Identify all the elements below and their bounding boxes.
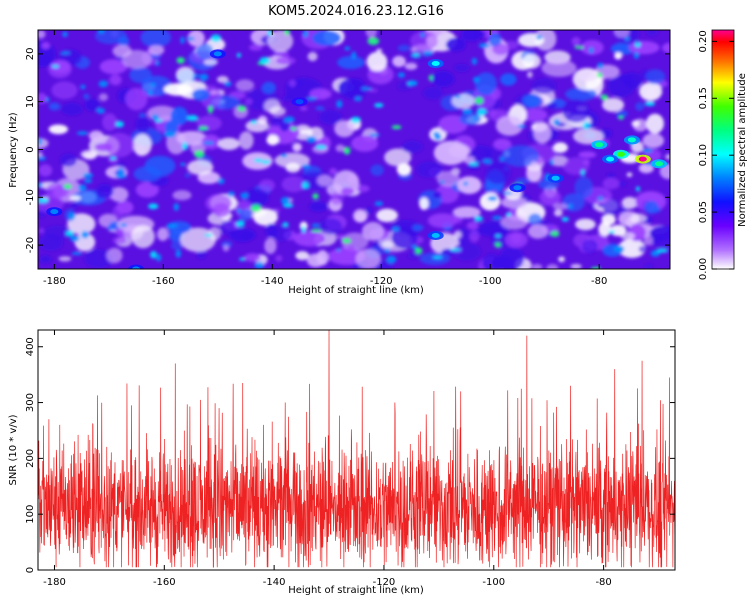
heatmap-hotspot-11	[295, 99, 304, 105]
snr-x-tick-label-2: -140	[263, 577, 286, 588]
heatmap-x-tick-label-4: -100	[479, 276, 502, 287]
snr-x-tick-label-5: -80	[595, 577, 611, 588]
heatmap-x-tick-label-2: -140	[261, 276, 284, 287]
heatmap-x-tick-label-0: -180	[43, 276, 66, 287]
snr-x-tick-label-4: -100	[482, 577, 505, 588]
heatmap-y-tick-label-3: 10	[25, 95, 36, 108]
heatmap-hotspot-12	[513, 185, 522, 191]
heatmap-x-label: Height of straight line (km)	[288, 285, 424, 296]
heatmap-hotspot-13	[551, 175, 560, 181]
heatmap-noise	[38, 30, 670, 269]
heatmap-texture	[38, 30, 670, 269]
snr-x-ticks: -180 -160 -140 -120 -100 -80	[43, 330, 612, 588]
snr-y-tick-label-2: 200	[25, 449, 36, 468]
colorbar-tick-label-3: 0.15	[698, 87, 709, 109]
heatmap-y-tick-label-1: -10	[25, 189, 36, 205]
heatmap-x-tick-label-1: -160	[152, 276, 175, 287]
colorbar-tick-label-0: 0.00	[698, 258, 709, 280]
heatmap-hotspot-3	[655, 161, 664, 167]
heatmap-x-ticks: -180 -160 -140 -120 -100 -80	[43, 30, 607, 287]
snr-x-label: Height of straight line (km)	[288, 585, 424, 596]
snr-frame	[37, 329, 676, 571]
snr-x-tick-label-0: -180	[43, 577, 66, 588]
snr-x-tick-label-3: -120	[373, 577, 396, 588]
snr-y-tick-label-0: 0	[25, 567, 36, 573]
snr-panel: -180 -160 -140 -120 -100 -80 0 100 200 300 400 He…	[8, 329, 676, 596]
heatmap-hotspot-5	[606, 156, 615, 162]
snr-y-tick-label-4: 400	[25, 337, 36, 356]
heatmap-hotspot-2	[638, 156, 647, 162]
chart-title: KOM5.2024.016.23.12.G16	[268, 4, 444, 19]
colorbar-label: Normalized spectral amplitude	[737, 73, 748, 227]
heatmap-hotspots	[46, 49, 668, 269]
heatmap-hotspot-7	[431, 233, 440, 238]
heatmap-y-tick-label-2: 0	[25, 146, 36, 152]
heatmap-y-ticks: -20 -10 0 10 20	[25, 48, 670, 253]
heatmap-x-tick-label-3: -120	[370, 276, 393, 287]
heatmap-y-tick-label-0: -20	[25, 237, 36, 253]
heatmap-hotspot-8	[50, 209, 59, 215]
colorbar-tick-label-2: 0.10	[698, 144, 709, 166]
colorbar-tick-label-4: 0.20	[698, 30, 709, 52]
heatmap-hotspot-10	[213, 51, 222, 57]
heatmap-x-tick-label-5: -80	[591, 276, 607, 287]
snr-y-ticks: 0 100 200 300 400	[25, 337, 675, 573]
heatmap-y-label: Frequency (Hz)	[8, 112, 19, 188]
colorbar-tick-label-1: 0.05	[698, 201, 709, 223]
heatmap-hotspot-0	[595, 142, 604, 148]
heatmap-hotspot-9	[132, 266, 141, 269]
colorbar-ticks: 0.00 0.05 0.10 0.15 0.20	[698, 30, 734, 280]
heatmap-y-tick-label-4: 20	[25, 48, 36, 61]
heatmap-hotspot-4	[627, 137, 636, 143]
heatmap-hotspot-1	[617, 151, 625, 157]
snr-x-tick-label-1: -160	[153, 577, 176, 588]
colorbar-gradient	[711, 29, 735, 270]
heatmap-hotspot-6	[431, 61, 440, 66]
snr-y-tick-label-3: 300	[25, 393, 36, 412]
colorbar: 0.00 0.05 0.10 0.15 0.20 Normalized spectral…	[698, 29, 748, 280]
snr-y-label: SNR (10 * v/v)	[8, 414, 19, 485]
snr-y-tick-label-1: 100	[25, 505, 36, 524]
snr-series-line	[38, 330, 675, 568]
